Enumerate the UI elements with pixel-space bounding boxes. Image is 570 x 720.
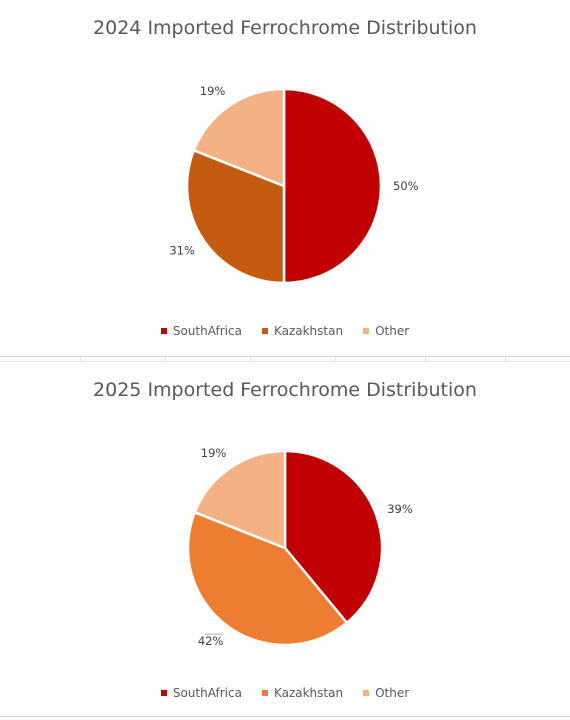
legend-swatch-kazakhstan: [261, 690, 268, 696]
legend-label: Other: [375, 686, 410, 700]
data-label-other: 19%: [201, 446, 227, 460]
pie-chart-2025: 39% 42% 19%: [186, 446, 413, 648]
chart-2025: 2025 Imported Ferrochrome Distribution 3…: [0, 362, 570, 716]
legend: SouthAfrica Kazakhstan Other: [0, 324, 570, 338]
legend-item-southafrica: SouthAfrica: [160, 324, 242, 338]
legend-label: SouthAfrica: [172, 686, 242, 700]
legend-item-other: Other: [363, 324, 409, 338]
data-label-southafrica: 39%: [387, 502, 413, 516]
legend-swatch-southafrica: [160, 690, 167, 696]
pie-chart-2024: 50% 31% 19%: [169, 84, 419, 285]
legend-swatch-southafrica: [160, 328, 167, 334]
pie-slice-southafrica: [283, 449, 384, 624]
data-label-kazakhstan: 42%: [198, 634, 224, 648]
legend-item-southafrica: SouthAfrica: [160, 686, 242, 700]
data-label-kazakhstan: 31%: [169, 244, 195, 258]
data-label-southafrica: 50%: [393, 179, 419, 193]
legend-swatch-kazakhstan: [261, 328, 268, 334]
pie-slice-kazakhstan: [185, 149, 286, 285]
chart-divider: [0, 356, 570, 362]
pie-slice-kazakhstan: [186, 511, 349, 647]
legend-label: Kazakhstan: [273, 686, 344, 700]
legend-label: SouthAfrica: [172, 324, 242, 338]
legend-item-kazakhstan: Kazakhstan: [261, 324, 344, 338]
legend-swatch-other: [363, 328, 370, 334]
legend-swatch-other: [363, 690, 370, 696]
chart-2024: 2024 Imported Ferrochrome Distribution 5…: [0, 0, 570, 356]
legend-item-kazakhstan: Kazakhstan: [261, 686, 344, 700]
bottom-border: [0, 716, 570, 717]
pie-slice-other: [192, 87, 286, 188]
legend-item-other: Other: [363, 686, 409, 700]
pie-slice-southafrica: [282, 87, 383, 285]
chart-title: 2024 Imported Ferrochrome Distribution: [93, 17, 477, 39]
legend-label: Other: [375, 324, 410, 338]
data-label-other: 19%: [200, 84, 226, 98]
legend-label: Kazakhstan: [273, 324, 344, 338]
chart-title: 2025 Imported Ferrochrome Distribution: [93, 379, 477, 401]
legend: SouthAfrica Kazakhstan Other: [0, 686, 570, 700]
pie-slice-other: [193, 449, 287, 550]
